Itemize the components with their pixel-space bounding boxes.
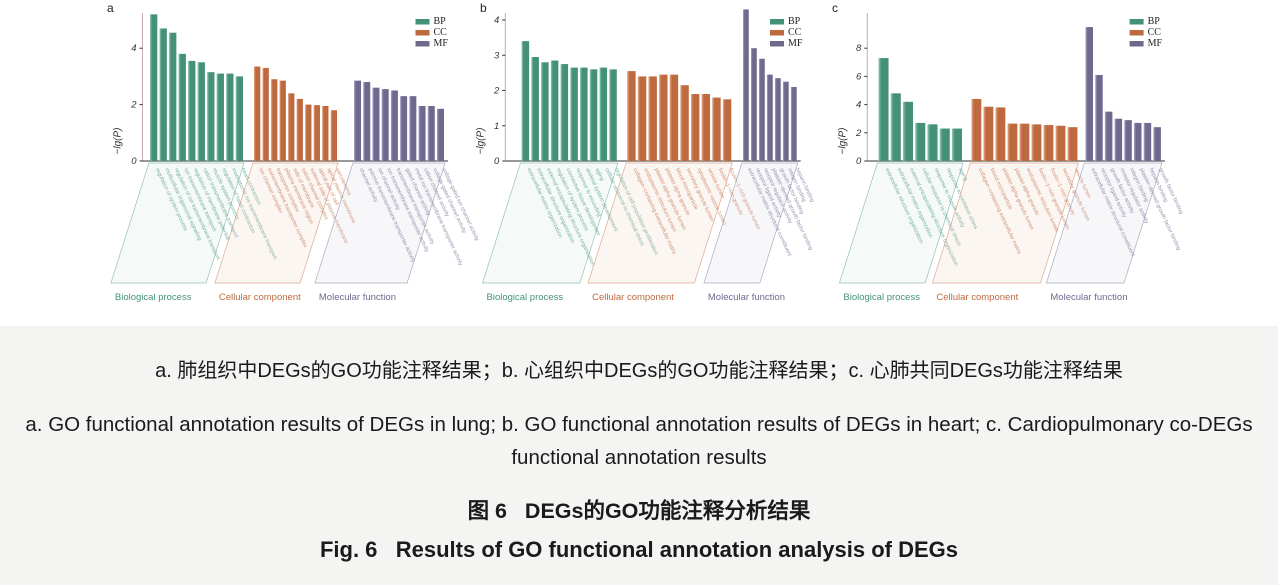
svg-text:Cellular component: Cellular component (936, 292, 1018, 303)
svg-text:c: c (832, 1, 838, 15)
svg-text:BP: BP (1148, 16, 1161, 27)
svg-text:4: 4 (131, 43, 136, 54)
svg-text:2: 2 (493, 86, 500, 97)
svg-text:Molecular function: Molecular function (319, 292, 396, 303)
svg-text:Cellular component: Cellular component (219, 292, 301, 303)
svg-text:MF: MF (434, 38, 449, 49)
svg-text:BP: BP (434, 16, 447, 27)
svg-text:Molecular function: Molecular function (1050, 292, 1127, 303)
svg-text:Molecular function: Molecular function (708, 292, 785, 303)
svg-text:−lg(P): −lg(P) (475, 128, 486, 155)
svg-text:8: 8 (856, 43, 862, 54)
svg-text:MF: MF (1148, 38, 1163, 49)
svg-text:4: 4 (856, 100, 861, 111)
svg-text:1: 1 (494, 121, 499, 132)
svg-text:3: 3 (494, 50, 500, 61)
svg-text:6: 6 (856, 71, 862, 82)
svg-text:0: 0 (856, 156, 862, 167)
svg-text:a: a (107, 1, 114, 15)
svg-text:Cellular component: Cellular component (592, 292, 674, 303)
svg-text:CC: CC (1148, 27, 1162, 38)
svg-text:MF: MF (788, 38, 803, 49)
svg-text:0: 0 (131, 156, 137, 167)
svg-text:2: 2 (855, 128, 862, 139)
svg-text:Biological process: Biological process (487, 292, 564, 303)
svg-text:CC: CC (788, 27, 802, 38)
svg-text:Biological process: Biological process (843, 292, 920, 303)
svg-text:CC: CC (434, 27, 448, 38)
svg-text:0: 0 (494, 156, 500, 167)
svg-text:4: 4 (494, 15, 499, 26)
svg-text:b: b (480, 1, 487, 15)
svg-text:BP: BP (788, 16, 801, 27)
svg-text:−lg(P): −lg(P) (837, 128, 848, 155)
svg-text:Biological process: Biological process (115, 292, 192, 303)
svg-text:2: 2 (130, 100, 137, 111)
svg-text:−lg(P): −lg(P) (113, 128, 124, 155)
